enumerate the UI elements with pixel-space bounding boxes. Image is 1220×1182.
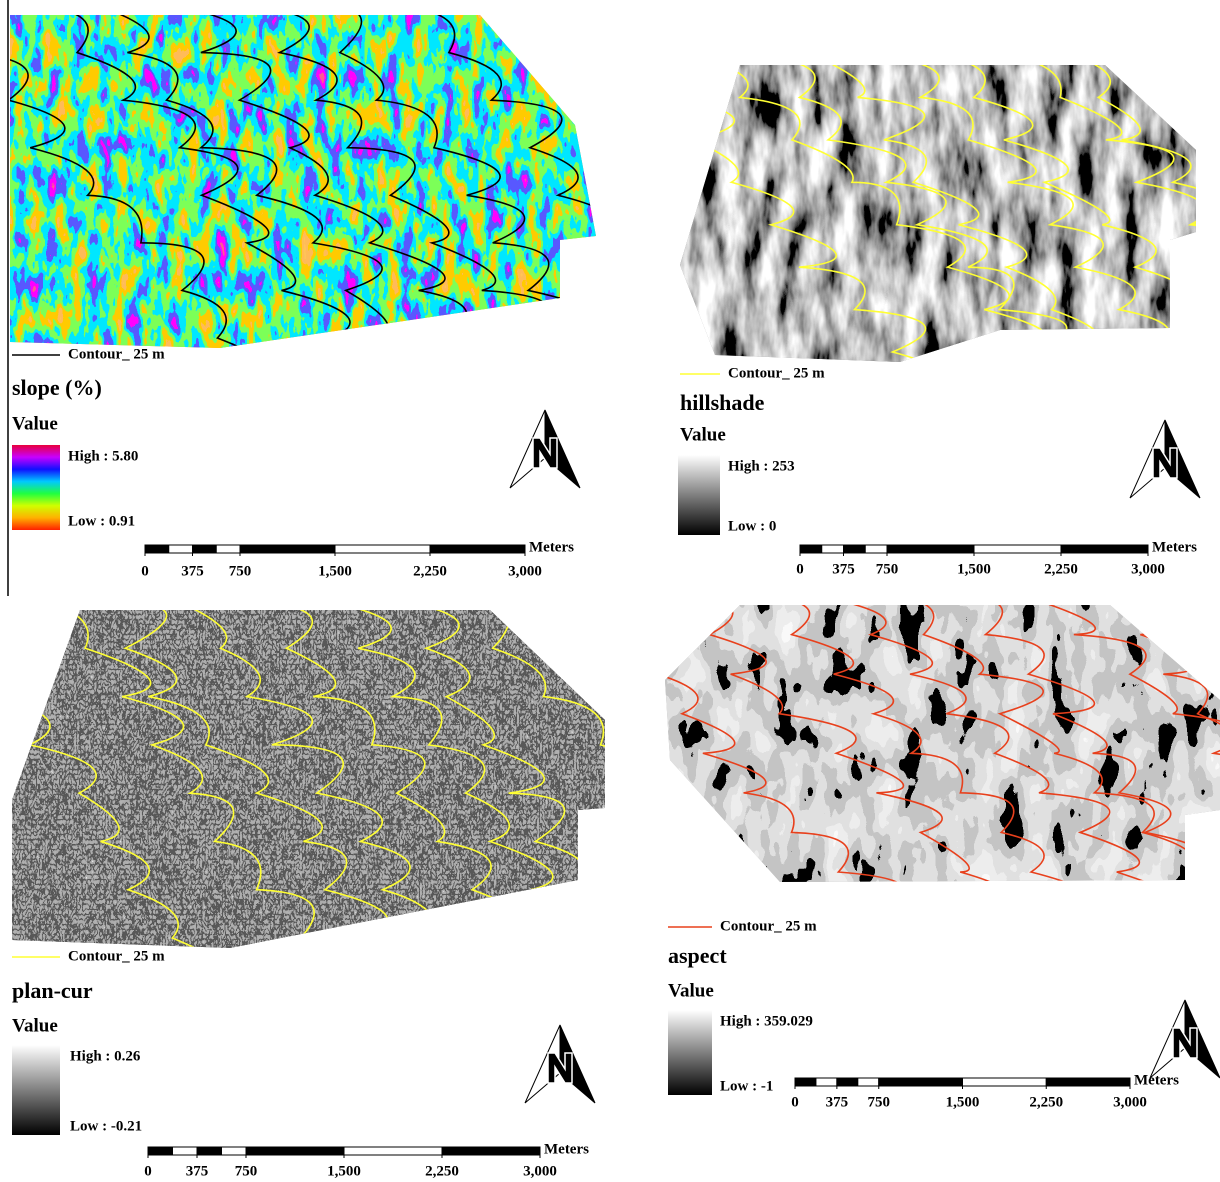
scale-segment (837, 1078, 858, 1086)
scale-segment (216, 545, 240, 553)
contour-legend-label: Contour_ 25 m (728, 365, 825, 381)
scale-tick-label: 2,250 (413, 563, 447, 579)
scale-segment (240, 545, 335, 553)
layer-title: plan-cur (12, 978, 93, 1003)
high-label: High : 359.029 (720, 1013, 813, 1029)
scale-segment (822, 545, 844, 553)
scale-segment (887, 545, 974, 553)
scale-segment (193, 545, 217, 553)
map-figure: Contour_ 25 m slope (%) Value High : 5.80 Lo… (0, 0, 1220, 1182)
value-heading: Value (668, 980, 714, 1001)
scale-unit: Meters (529, 539, 574, 555)
scale-tick-label: 750 (235, 1163, 258, 1179)
color-ramp (668, 1010, 712, 1095)
scale-tick-label: 3,000 (1113, 1094, 1147, 1110)
contour-legend-label: Contour_ 25 m (68, 948, 165, 964)
scale-tick-label: 750 (229, 563, 252, 579)
scale-tick-label: 375 (826, 1094, 849, 1110)
scale-segment (246, 1147, 344, 1155)
low-label: Low : -1 (720, 1078, 773, 1094)
scale-segment (963, 1078, 1047, 1086)
scale-segment (1061, 545, 1148, 553)
scale-tick-label: 1,500 (327, 1163, 361, 1179)
scale-tick-label: 2,250 (1029, 1094, 1063, 1110)
value-heading: Value (12, 413, 58, 434)
scale-segment (858, 1078, 879, 1086)
raster-texture (665, 605, 1220, 882)
map-raster (620, 55, 1220, 394)
scale-unit: Meters (1152, 539, 1197, 555)
scale-tick-label: 750 (876, 561, 899, 577)
scale-tick-label: 750 (868, 1094, 891, 1110)
layer-title: hillshade (680, 390, 765, 415)
low-label: Low : 0 (728, 518, 776, 534)
scale-segment (800, 545, 822, 553)
color-ramp (678, 455, 720, 535)
scale-segment (1046, 1078, 1130, 1086)
scale-segment (865, 545, 887, 553)
scale-tick-label: 375 (832, 561, 855, 577)
scale-segment (344, 1147, 442, 1155)
scale-tick-label: 375 (181, 563, 204, 579)
scale-tick-label: 0 (141, 563, 149, 579)
scale-segment (145, 545, 169, 553)
scale-segment (173, 1147, 198, 1155)
high-label: High : 5.80 (68, 448, 138, 464)
scale-segment (335, 545, 430, 553)
scale-segment (169, 545, 193, 553)
scale-tick-label: 0 (791, 1094, 799, 1110)
scale-segment (795, 1078, 816, 1086)
scale-segment (442, 1147, 540, 1155)
scale-tick-label: 1,500 (957, 561, 991, 577)
map-raster (605, 595, 1220, 912)
scale-tick-label: 3,000 (1131, 561, 1165, 577)
scale-tick-label: 3,000 (508, 563, 542, 579)
scale-segment (222, 1147, 247, 1155)
high-label: High : 253 (728, 458, 795, 474)
scale-segment (197, 1147, 222, 1155)
scale-tick-label: 2,250 (425, 1163, 459, 1179)
low-label: Low : -0.21 (70, 1118, 142, 1134)
layer-title: aspect (668, 943, 727, 968)
scale-tick-label: 0 (796, 561, 804, 577)
scale-tick-label: 1,500 (318, 563, 352, 579)
scale-tick-label: 0 (144, 1163, 152, 1179)
raster-texture (12, 610, 605, 948)
scale-segment (148, 1147, 173, 1155)
scale-segment (974, 545, 1061, 553)
scale-segment (844, 545, 866, 553)
high-label: High : 0.26 (70, 1048, 141, 1064)
value-heading: Value (680, 424, 726, 445)
scale-tick-label: 2,250 (1044, 561, 1078, 577)
contour-legend-label: Contour_ 25 m (68, 346, 165, 362)
scale-unit: Meters (544, 1141, 589, 1157)
color-ramp (12, 1045, 60, 1135)
scale-segment (879, 1078, 963, 1086)
scale-segment (430, 545, 525, 553)
scale-tick-label: 375 (186, 1163, 209, 1179)
layer-title: slope (%) (12, 375, 102, 400)
value-heading: Value (12, 1015, 58, 1036)
scale-unit: Meters (1134, 1072, 1179, 1088)
raster-texture (10, 15, 596, 348)
map-panel: Contour_ 25 m aspect Value High : 359.029 Lo… (605, 595, 1220, 1110)
scale-tick-label: 3,000 (523, 1163, 557, 1179)
scale-tick-label: 1,500 (946, 1094, 980, 1110)
scale-segment (816, 1078, 837, 1086)
low-label: Low : 0.91 (68, 513, 135, 529)
color-ramp (12, 445, 60, 530)
contour-legend-label: Contour_ 25 m (720, 918, 817, 934)
